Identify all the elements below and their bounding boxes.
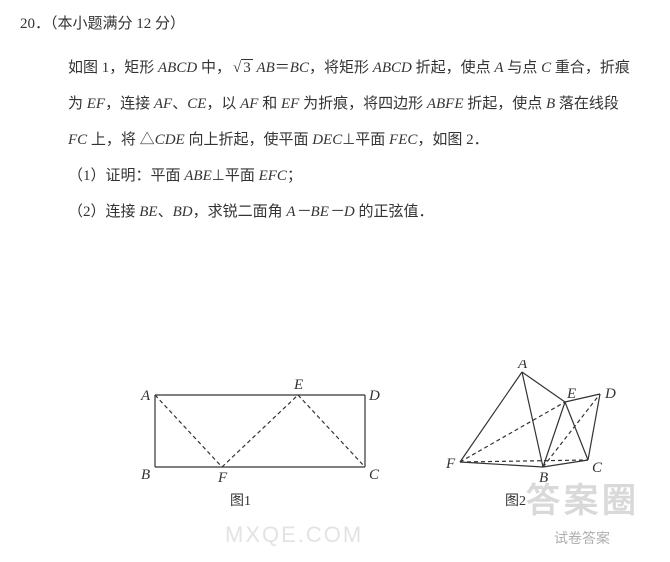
- t: 为折痕，将四边形: [299, 96, 427, 112]
- C: C: [541, 60, 551, 76]
- svg-text:E: E: [566, 386, 576, 402]
- t: （1）证明：平面: [68, 168, 184, 184]
- ce: CE: [187, 96, 206, 112]
- t: 中，: [197, 60, 231, 76]
- svg-text:F: F: [217, 470, 228, 486]
- svg-text:D: D: [368, 388, 380, 404]
- bd: BD: [173, 204, 193, 220]
- watermark-sub: 试卷答案: [554, 528, 610, 548]
- t: ，将矩形: [309, 60, 373, 76]
- ab: AB: [253, 60, 275, 76]
- ef: EF: [87, 96, 105, 112]
- svg-text:A: A: [140, 388, 151, 404]
- figure2-svg: AEDFBC: [445, 360, 625, 490]
- t: （2）连接: [68, 204, 139, 220]
- num: 20．: [20, 16, 50, 32]
- svg-text:F: F: [445, 456, 456, 472]
- af2: AF: [240, 96, 258, 112]
- fc: FC: [68, 132, 87, 148]
- af: AF: [154, 96, 172, 112]
- t: ⊥平面: [342, 132, 389, 148]
- A: A: [494, 60, 503, 76]
- figure2-label: 图2: [505, 490, 526, 510]
- problem-number: 20．（本小题满分 12 分）: [20, 12, 185, 33]
- svg-text:B: B: [141, 467, 150, 483]
- t: 重合，折痕: [551, 60, 630, 76]
- t: 如图 1，矩形: [68, 60, 158, 76]
- eq: ＝: [275, 60, 290, 76]
- bc: BC: [290, 60, 309, 76]
- sqrt: 3: [231, 50, 253, 86]
- t: ⊥平面: [212, 168, 259, 184]
- points: （本小题满分 12 分）: [50, 16, 185, 32]
- t: ；: [287, 168, 302, 184]
- t: 、: [158, 204, 173, 220]
- dec: DEC: [312, 132, 342, 148]
- svg-text:A: A: [517, 360, 528, 372]
- problem-text: 如图 1，矩形 ABCD 中，3 AB＝BC，将矩形 ABCD 折起，使点 A …: [68, 50, 633, 230]
- t: 折起，使点: [463, 96, 546, 112]
- svg-text:E: E: [293, 377, 303, 393]
- abe: ABE: [184, 168, 212, 184]
- t: 和: [258, 96, 281, 112]
- abcd: ABCD: [158, 60, 197, 76]
- t: 落在线段: [555, 96, 619, 112]
- figure1-label: 图1: [230, 490, 251, 510]
- t: ，如图 2．: [417, 132, 488, 148]
- fec: FEC: [389, 132, 417, 148]
- t: 为: [68, 96, 87, 112]
- watermark-main: 答案圈: [526, 473, 640, 522]
- t: 与点: [504, 60, 542, 76]
- dih: A－BE－D: [286, 204, 354, 220]
- t: 上，将 △: [87, 132, 155, 148]
- svg-text:C: C: [369, 467, 380, 483]
- watermark-url: MXQE.COM: [225, 522, 363, 548]
- abfe: ABFE: [427, 96, 464, 112]
- B: B: [546, 96, 555, 112]
- ef2: EF: [281, 96, 299, 112]
- be: BE: [139, 204, 157, 220]
- t: ，求锐二面角: [193, 204, 287, 220]
- sqrtval: 3: [241, 59, 253, 76]
- cde: CDE: [155, 132, 185, 148]
- svg-text:D: D: [604, 386, 616, 402]
- t: 、: [172, 96, 187, 112]
- t: 折起，使点: [412, 60, 495, 76]
- efc: EFC: [259, 168, 287, 184]
- t: ，以: [206, 96, 240, 112]
- figure1-svg: A D B C E F: [130, 370, 390, 510]
- t: ，连接: [105, 96, 154, 112]
- t: 的正弦值．: [355, 204, 434, 220]
- t: 向上折起，使平面: [185, 132, 313, 148]
- abcd2: ABCD: [373, 60, 412, 76]
